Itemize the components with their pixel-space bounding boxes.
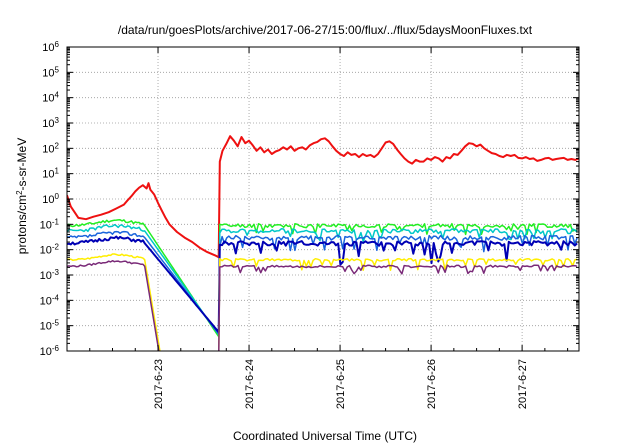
series-line — [67, 235, 578, 334]
y-tick-mantissa: 10 — [42, 194, 54, 206]
y-tick-exponent: -5 — [52, 318, 60, 327]
y-tick-mantissa: 10 — [40, 321, 52, 333]
series-line — [67, 135, 579, 259]
y-tick-label: 10-5 — [40, 318, 60, 333]
y-tick-exponent: 3 — [55, 116, 60, 125]
y-tick-mantissa: 10 — [42, 42, 54, 54]
y-tick-mantissa: 10 — [42, 118, 54, 130]
series-line — [67, 259, 578, 351]
x-tick-label: 2017-6-26 — [426, 359, 438, 409]
series-group — [67, 135, 579, 351]
y-tick-label: 105 — [42, 65, 59, 80]
y-tick-exponent: -4 — [52, 293, 60, 302]
y-tick-label: 10-1 — [40, 217, 60, 232]
y-axis-ticks: 10-610-510-410-310-210-11001011021031041… — [40, 40, 579, 359]
series-line — [67, 253, 578, 351]
series-line — [67, 230, 578, 335]
x-tick-label: 2017-6-23 — [153, 359, 165, 409]
y-tick-exponent: -3 — [52, 268, 60, 277]
y-tick-exponent: -2 — [52, 242, 60, 251]
y-tick-label: 104 — [42, 90, 59, 105]
y-tick-exponent: 5 — [55, 65, 60, 74]
y-tick-mantissa: 10 — [42, 93, 54, 105]
x-axis-ticks: 2017-6-23 2017-6-24 2017-6-25 2017-6-26 2017… — [89, 47, 569, 409]
y-tick-label: 103 — [42, 116, 59, 131]
y-tick-exponent: 2 — [55, 141, 60, 150]
y-tick-exponent: -6 — [52, 344, 60, 353]
y-axis-label-rest: -s-sr-MeV — [15, 138, 29, 191]
y-tick-mantissa: 10 — [42, 67, 54, 79]
y-axis-label-part: protons/cm — [15, 195, 29, 254]
y-axis-label-sup: 2 — [15, 190, 24, 195]
series-line — [67, 219, 578, 338]
x-axis-label: Coordinated Universal Time (UTC) — [233, 429, 417, 443]
series-line — [67, 223, 578, 336]
y-tick-mantissa: 10 — [40, 219, 52, 231]
grid — [67, 47, 579, 351]
y-tick-exponent: -1 — [52, 217, 60, 226]
y-tick-label: 10-4 — [40, 293, 60, 308]
y-tick-exponent: 0 — [55, 192, 60, 201]
y-tick-label: 101 — [42, 166, 59, 181]
y-tick-mantissa: 10 — [42, 143, 54, 155]
x-tick-label: 2017-6-27 — [517, 359, 529, 409]
y-tick-mantissa: 10 — [40, 295, 52, 307]
y-tick-exponent: 1 — [55, 166, 60, 175]
x-tick-label: 2017-6-24 — [244, 359, 256, 409]
y-tick-mantissa: 10 — [40, 245, 52, 257]
y-tick-label: 10-6 — [40, 344, 60, 359]
y-tick-label: 102 — [42, 141, 59, 156]
y-tick-label: 106 — [42, 40, 59, 55]
y-tick-exponent: 4 — [55, 90, 60, 99]
y-tick-mantissa: 10 — [40, 270, 52, 282]
chart-title: /data/run/goesPlots/archive/2017-06-27/1… — [118, 23, 533, 37]
y-tick-exponent: 6 — [55, 40, 60, 49]
x-tick-label: 2017-6-25 — [335, 359, 347, 409]
y-tick-label: 100 — [42, 192, 59, 207]
y-axis-label: protons/cm2-s-sr-MeV — [15, 138, 30, 254]
y-tick-mantissa: 10 — [40, 346, 52, 358]
y-tick-label: 10-2 — [40, 242, 60, 257]
y-tick-label: 10-3 — [40, 268, 60, 283]
y-tick-mantissa: 10 — [42, 169, 54, 181]
